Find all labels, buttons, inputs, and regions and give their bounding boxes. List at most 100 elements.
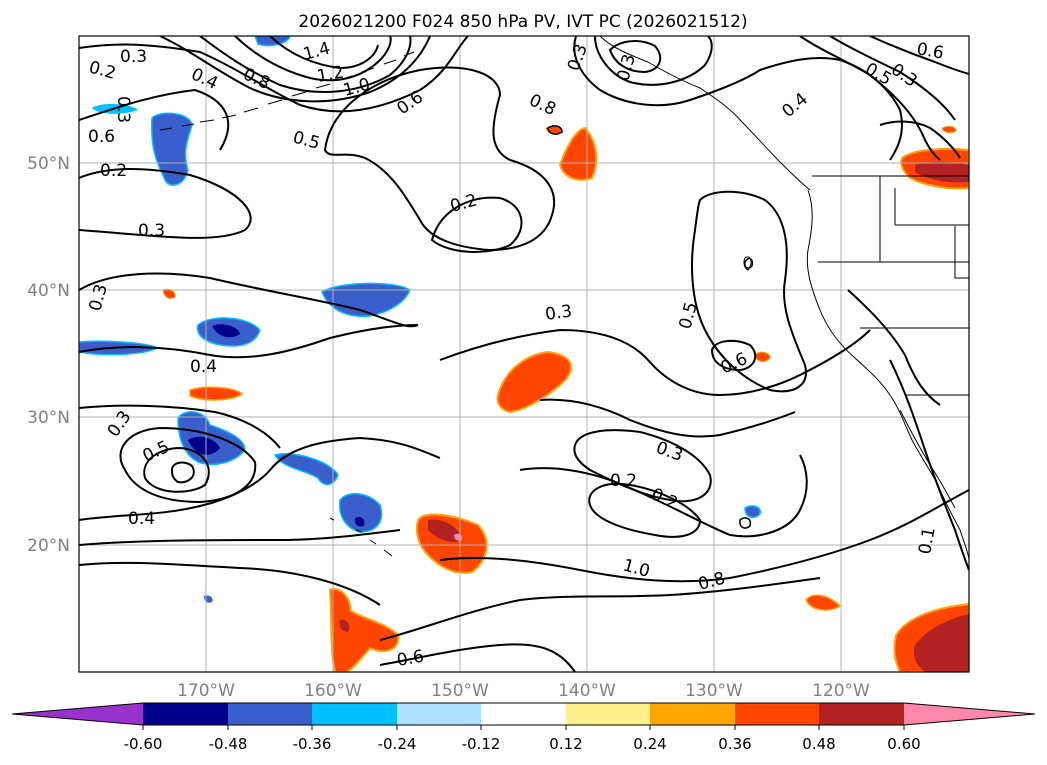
map-frame xyxy=(78,35,970,673)
colorbar-segment xyxy=(312,703,397,725)
contour-line xyxy=(879,120,961,159)
pv-negative-core xyxy=(354,516,365,527)
state-border xyxy=(894,188,969,226)
map-background xyxy=(79,36,969,672)
colorbar-tick-label: -0.36 xyxy=(293,735,332,753)
contour-label: 0.4 xyxy=(128,509,155,529)
colorbar-tick-label: 0.60 xyxy=(887,735,920,753)
pv-positive-area xyxy=(805,594,842,611)
contour-line xyxy=(869,36,969,75)
contour-label: 0.3 xyxy=(544,301,574,325)
colorbar-extend-high xyxy=(904,703,1035,725)
alaska-coastline xyxy=(599,36,811,191)
pv-positive-core xyxy=(339,619,350,632)
contour-line xyxy=(269,36,379,70)
contour-line xyxy=(79,88,230,151)
lon-label-150w: 150°W xyxy=(431,681,489,701)
gridlines xyxy=(79,36,969,672)
contour-line xyxy=(799,36,941,161)
colorbar-ticks xyxy=(142,725,905,730)
contour-label: 0.1 xyxy=(915,526,939,556)
pv-positive-core xyxy=(428,519,462,542)
pv-positive-area xyxy=(162,288,176,299)
contour-line xyxy=(744,257,754,269)
colorbar-tick-labels: -0.60 -0.48 -0.36 -0.24 -0.12 0.12 0.24 … xyxy=(124,735,921,753)
contour-line xyxy=(79,436,441,521)
colorbar-tick-label: -0.12 xyxy=(462,735,501,753)
colorbar-segment xyxy=(481,703,566,725)
contour-line xyxy=(379,643,576,672)
lon-label-160w: 160°W xyxy=(304,681,362,701)
contour-line xyxy=(594,36,713,86)
lat-label-30n: 30°N xyxy=(27,408,70,428)
map-title: 2026021200 F024 850 hPa PV, IVT PC (2026… xyxy=(298,12,747,32)
contour-line xyxy=(847,289,941,406)
pv-positive-area xyxy=(189,386,244,401)
latitude-axis: 50°N 40°N 30°N 20°N xyxy=(27,154,70,556)
contour-line xyxy=(79,529,401,546)
map-panel: 0.3 0.4 0.8 1.4 1.2 1.0 0.6 0.5 0.2 0.3 … xyxy=(78,35,970,673)
colorbar-segment xyxy=(228,703,312,725)
contour-line xyxy=(79,324,419,359)
lat-label-20n: 20°N xyxy=(27,536,70,556)
contour-line xyxy=(691,190,807,393)
contour-line xyxy=(739,517,752,529)
lake xyxy=(743,256,752,271)
colorbar-segment xyxy=(143,703,228,725)
pv-contours xyxy=(79,36,969,672)
contour-label: 0.6 xyxy=(395,647,425,671)
contour-line xyxy=(79,36,469,113)
contour-line xyxy=(608,40,662,74)
contour-line xyxy=(829,36,956,121)
pv-negative-area xyxy=(321,282,411,318)
pv-positive-area xyxy=(754,351,771,363)
colorbar-tick-label: -0.60 xyxy=(124,735,163,753)
contour-label: 1.2 xyxy=(315,63,345,87)
contour-line xyxy=(79,561,381,606)
colorbar-tick-label: 0.12 xyxy=(549,735,582,753)
contour-line xyxy=(79,168,252,239)
contour-label: 0.2 xyxy=(610,471,637,491)
longitude-axis: 170°W 160°W 150°W 140°W 130°W 120°W xyxy=(177,681,870,701)
contour-label: 0.4 xyxy=(190,357,217,377)
contour-line xyxy=(573,429,712,503)
contour-line xyxy=(539,398,796,438)
contour-line xyxy=(159,36,431,103)
colorbar-tick-label: 0.48 xyxy=(802,735,835,753)
contour-label: 0.2 xyxy=(100,161,127,181)
colorbar-segment xyxy=(397,703,481,725)
contour-line xyxy=(547,125,563,135)
pv-positive-area xyxy=(496,350,573,414)
contour-line xyxy=(889,359,969,571)
hawaii-islands xyxy=(329,517,393,557)
contour-line xyxy=(143,446,210,493)
contour-line xyxy=(439,489,969,583)
contour-line xyxy=(519,454,808,538)
contour-line xyxy=(170,461,195,484)
lat-label-50n: 50°N xyxy=(27,154,70,174)
colorbar-segment xyxy=(566,703,650,725)
lon-label-170w: 170°W xyxy=(177,681,235,701)
contour-line xyxy=(588,482,702,538)
colorbar: -0.60 -0.48 -0.36 -0.24 -0.12 0.12 0.24 … xyxy=(11,702,1036,753)
colorbar-segment xyxy=(735,703,819,725)
contour-label: 0.6 xyxy=(88,127,115,147)
north-america-coastline xyxy=(806,189,969,561)
colorbar-segment xyxy=(650,703,735,725)
contour-label: 0.6 xyxy=(915,39,945,63)
contour-line xyxy=(430,196,523,253)
lon-label-140w: 140°W xyxy=(558,681,616,701)
state-border xyxy=(954,226,969,279)
lon-label-120w: 120°W xyxy=(812,681,870,701)
lon-label-130w: 130°W xyxy=(685,681,743,701)
colorbar-tick-label: 0.24 xyxy=(633,735,666,753)
contour-label: 0.3 xyxy=(120,47,147,67)
colorbar-tick-label: -0.24 xyxy=(378,735,417,753)
contour-line xyxy=(119,426,257,504)
contour-line xyxy=(199,36,412,94)
pv-positive-core xyxy=(915,161,969,183)
lat-label-40n: 40°N xyxy=(27,281,70,301)
contour-label: 0.3 xyxy=(113,96,133,123)
small-contours xyxy=(547,125,754,529)
